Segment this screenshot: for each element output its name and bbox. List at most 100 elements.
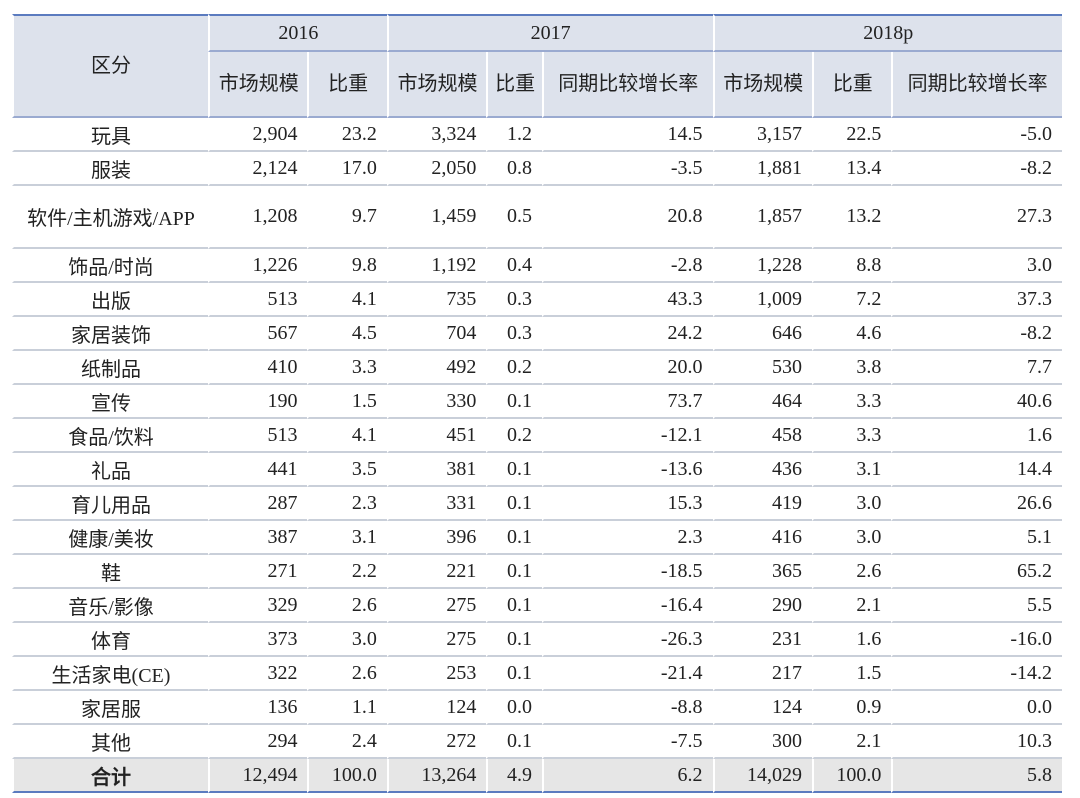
cell: 1,881 bbox=[712, 152, 813, 186]
cell: 65.2 bbox=[891, 555, 1062, 589]
cell: 1.6 bbox=[812, 623, 892, 657]
cell: 365 bbox=[712, 555, 813, 589]
cell: -8.2 bbox=[891, 317, 1062, 351]
row-label: 体育 bbox=[12, 623, 208, 657]
row-label: 出版 bbox=[12, 283, 208, 317]
cell: 4.1 bbox=[307, 283, 387, 317]
cell: 3.8 bbox=[812, 351, 892, 385]
cell: 3.3 bbox=[812, 419, 892, 453]
cell: 381 bbox=[386, 453, 487, 487]
cell: 419 bbox=[712, 487, 813, 521]
cell: 1.5 bbox=[812, 657, 892, 691]
data-row: 宣传 190 1.5 330 0.1 73.7 464 3.3 40.6 bbox=[12, 385, 1062, 419]
cell: 0.1 bbox=[486, 555, 542, 589]
row-label: 食品/饮料 bbox=[12, 419, 208, 453]
cell: 1.6 bbox=[891, 419, 1062, 453]
cell: 436 bbox=[712, 453, 813, 487]
cell: 458 bbox=[712, 419, 813, 453]
cell: 9.8 bbox=[307, 249, 387, 283]
cell: 5.8 bbox=[891, 759, 1062, 793]
cell: 0.4 bbox=[486, 249, 542, 283]
cell: -8.8 bbox=[541, 691, 713, 725]
cell: 4.5 bbox=[307, 317, 387, 351]
cell: 136 bbox=[208, 691, 308, 725]
cell: 26.6 bbox=[891, 487, 1062, 521]
cell: -5.0 bbox=[891, 118, 1062, 152]
cell: 1.5 bbox=[307, 385, 387, 419]
cell: 3.3 bbox=[307, 351, 387, 385]
cell: 331 bbox=[386, 487, 487, 521]
cell: 4.6 bbox=[812, 317, 892, 351]
row-label: 生活家电(CE) bbox=[12, 657, 208, 691]
cell: 5.1 bbox=[891, 521, 1062, 555]
cell: 275 bbox=[386, 623, 487, 657]
cell: 2.6 bbox=[307, 589, 387, 623]
cell: 100.0 bbox=[307, 759, 387, 793]
row-label: 纸制品 bbox=[12, 351, 208, 385]
row-label: 其他 bbox=[12, 725, 208, 759]
cell: 322 bbox=[208, 657, 308, 691]
cell: 416 bbox=[712, 521, 813, 555]
cell: 290 bbox=[712, 589, 813, 623]
year-header: 2017 bbox=[386, 14, 713, 52]
cell: 124 bbox=[712, 691, 813, 725]
year-header: 2018p bbox=[712, 14, 1062, 52]
cell: 3.3 bbox=[812, 385, 892, 419]
cell: 0.0 bbox=[486, 691, 542, 725]
cell: 0.2 bbox=[486, 419, 542, 453]
cell: 464 bbox=[712, 385, 813, 419]
cell: 2.6 bbox=[307, 657, 387, 691]
row-label: 宣传 bbox=[12, 385, 208, 419]
cell: 2.3 bbox=[307, 487, 387, 521]
cell: 2.6 bbox=[812, 555, 892, 589]
cell: 3.1 bbox=[307, 521, 387, 555]
cell: 231 bbox=[712, 623, 813, 657]
cell: 3.0 bbox=[307, 623, 387, 657]
cell: 23.2 bbox=[307, 118, 387, 152]
cell: 3,324 bbox=[386, 118, 487, 152]
column-header: 比重 bbox=[486, 52, 542, 118]
cell: 0.1 bbox=[486, 623, 542, 657]
cell: 14.4 bbox=[891, 453, 1062, 487]
cell: 0.1 bbox=[486, 521, 542, 555]
cell: -21.4 bbox=[541, 657, 713, 691]
cell: 1,459 bbox=[386, 186, 487, 249]
cell: 13.4 bbox=[812, 152, 892, 186]
cell: 0.2 bbox=[486, 351, 542, 385]
cell: 0.1 bbox=[486, 589, 542, 623]
cell: 24.2 bbox=[541, 317, 713, 351]
cell: 0.3 bbox=[486, 283, 542, 317]
cell: -14.2 bbox=[891, 657, 1062, 691]
cell: 287 bbox=[208, 487, 308, 521]
column-header: 同期比较增长率 bbox=[541, 52, 713, 118]
cell: 20.0 bbox=[541, 351, 713, 385]
cell: 1,226 bbox=[208, 249, 308, 283]
cell: 14.5 bbox=[541, 118, 713, 152]
data-row: 软件/主机游戏/APP 1,208 9.7 1,459 0.5 20.8 1,857 13.2… bbox=[12, 186, 1062, 249]
cell: 9.7 bbox=[307, 186, 387, 249]
data-row: 礼品 441 3.5 381 0.1 -13.6 436 3.1 14.4 bbox=[12, 453, 1062, 487]
cell: 2.1 bbox=[812, 725, 892, 759]
cell: 735 bbox=[386, 283, 487, 317]
total-row: 合计 12,494 100.0 13,264 4.9 6.2 14,029 100.0 5.8 bbox=[12, 759, 1062, 793]
cell: -7.5 bbox=[541, 725, 713, 759]
cell: 15.3 bbox=[541, 487, 713, 521]
cell: 0.1 bbox=[486, 453, 542, 487]
cell: 0.1 bbox=[486, 657, 542, 691]
row-label: 音乐/影像 bbox=[12, 589, 208, 623]
cell: 704 bbox=[386, 317, 487, 351]
cell: 451 bbox=[386, 419, 487, 453]
cell: 4.1 bbox=[307, 419, 387, 453]
cell: 0.1 bbox=[486, 385, 542, 419]
cell: 3,157 bbox=[712, 118, 813, 152]
cell: 14,029 bbox=[712, 759, 813, 793]
cell: 43.3 bbox=[541, 283, 713, 317]
data-row: 玩具 2,904 23.2 3,324 1.2 14.5 3,157 22.5 -5.0 bbox=[12, 118, 1062, 152]
data-row: 家居服 136 1.1 124 0.0 -8.8 124 0.9 0.0 bbox=[12, 691, 1062, 725]
cell: 0.3 bbox=[486, 317, 542, 351]
cell: 12,494 bbox=[208, 759, 308, 793]
cell: 20.8 bbox=[541, 186, 713, 249]
cell: 0.8 bbox=[486, 152, 542, 186]
cell: 7.2 bbox=[812, 283, 892, 317]
cell: 253 bbox=[386, 657, 487, 691]
